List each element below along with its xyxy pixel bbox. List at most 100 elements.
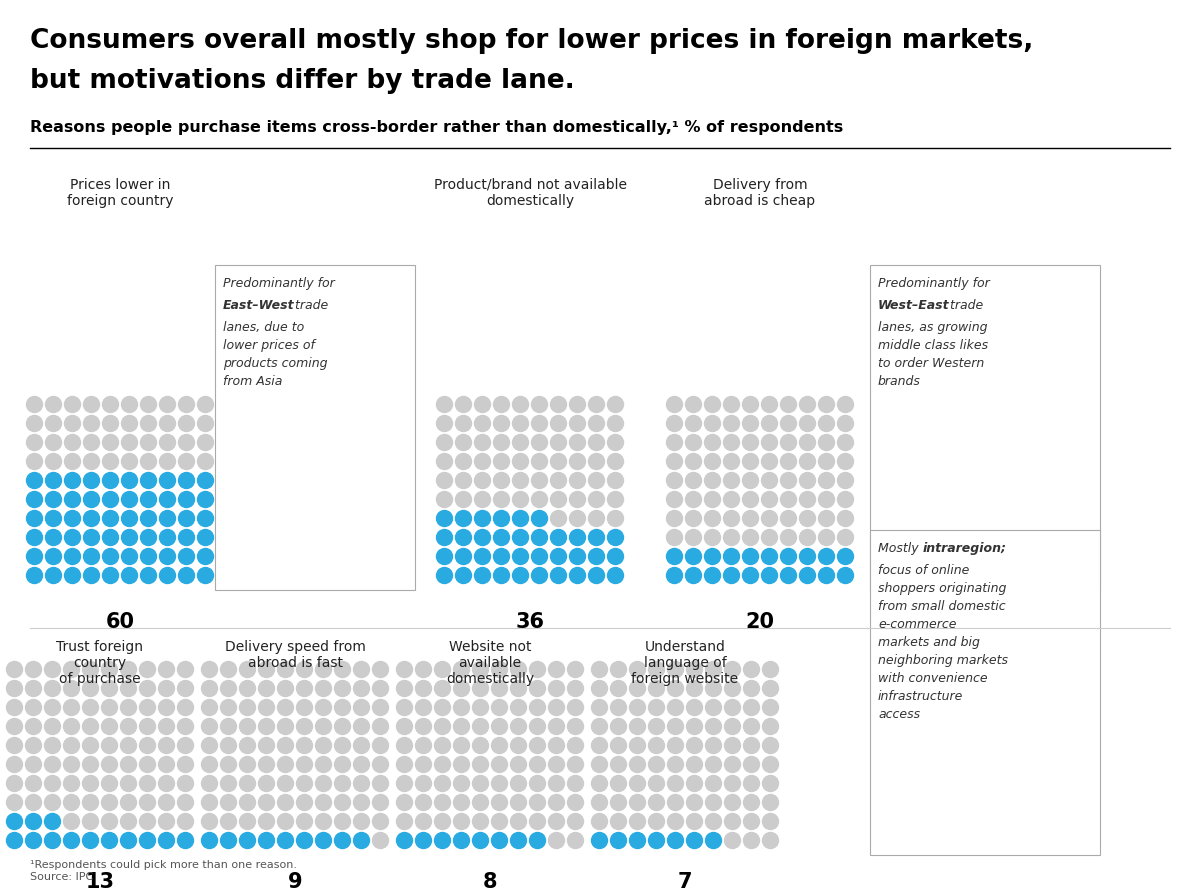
Circle shape [179, 548, 194, 564]
Circle shape [178, 700, 193, 716]
Circle shape [140, 416, 156, 432]
Circle shape [648, 775, 665, 791]
Circle shape [532, 530, 547, 546]
Circle shape [6, 795, 23, 811]
Circle shape [838, 397, 853, 412]
Circle shape [818, 416, 834, 432]
Circle shape [434, 661, 450, 677]
Circle shape [240, 738, 256, 754]
Circle shape [46, 511, 61, 527]
Circle shape [26, 473, 42, 489]
Circle shape [25, 795, 42, 811]
Circle shape [64, 661, 79, 677]
Circle shape [6, 718, 23, 734]
Circle shape [493, 416, 510, 432]
Circle shape [510, 795, 527, 811]
Circle shape [588, 397, 605, 412]
Circle shape [607, 511, 624, 527]
Circle shape [780, 511, 797, 527]
Circle shape [316, 832, 331, 848]
Circle shape [139, 795, 156, 811]
Circle shape [686, 681, 702, 697]
Circle shape [532, 548, 547, 564]
Circle shape [532, 511, 547, 527]
Circle shape [434, 795, 450, 811]
Circle shape [611, 718, 626, 734]
Circle shape [198, 530, 214, 546]
Circle shape [744, 775, 760, 791]
Circle shape [512, 568, 528, 584]
Circle shape [139, 718, 156, 734]
Circle shape [354, 795, 370, 811]
Circle shape [474, 416, 491, 432]
Circle shape [548, 718, 564, 734]
Circle shape [529, 738, 546, 754]
Circle shape [492, 738, 508, 754]
Circle shape [838, 548, 853, 564]
Circle shape [532, 491, 547, 507]
Circle shape [570, 397, 586, 412]
Circle shape [335, 813, 350, 829]
Circle shape [354, 813, 370, 829]
Circle shape [667, 813, 684, 829]
Circle shape [396, 795, 413, 811]
Circle shape [706, 832, 721, 848]
Circle shape [456, 416, 472, 432]
Circle shape [456, 454, 472, 470]
Circle shape [473, 661, 488, 677]
Circle shape [258, 756, 275, 773]
Circle shape [780, 397, 797, 412]
Circle shape [335, 775, 350, 791]
Circle shape [140, 397, 156, 412]
Circle shape [743, 511, 758, 527]
Circle shape [396, 661, 413, 677]
Circle shape [529, 700, 546, 716]
Circle shape [221, 738, 236, 754]
Circle shape [607, 397, 624, 412]
Circle shape [529, 756, 546, 773]
Circle shape [44, 775, 60, 791]
Circle shape [592, 832, 607, 848]
Circle shape [83, 738, 98, 754]
Circle shape [64, 775, 79, 791]
Text: trade: trade [946, 299, 983, 312]
Circle shape [415, 813, 432, 829]
Circle shape [568, 718, 583, 734]
Circle shape [607, 548, 624, 564]
Circle shape [474, 454, 491, 470]
Circle shape [568, 832, 583, 848]
Circle shape [335, 681, 350, 697]
Circle shape [102, 548, 119, 564]
Circle shape [611, 700, 626, 716]
Circle shape [706, 775, 721, 791]
Circle shape [743, 434, 758, 450]
Circle shape [296, 661, 312, 677]
Circle shape [221, 795, 236, 811]
Circle shape [202, 756, 217, 773]
Text: 9: 9 [288, 872, 302, 890]
Circle shape [456, 397, 472, 412]
Circle shape [630, 832, 646, 848]
Circle shape [140, 511, 156, 527]
Circle shape [277, 718, 294, 734]
Circle shape [25, 681, 42, 697]
Circle shape [46, 416, 61, 432]
Circle shape [667, 832, 684, 848]
Circle shape [474, 568, 491, 584]
Circle shape [160, 511, 175, 527]
Circle shape [25, 813, 42, 829]
Circle shape [354, 775, 370, 791]
Circle shape [65, 454, 80, 470]
Circle shape [316, 718, 331, 734]
Text: Predominantly for: Predominantly for [223, 277, 335, 290]
Circle shape [202, 813, 217, 829]
Circle shape [724, 491, 739, 507]
Circle shape [158, 795, 174, 811]
Circle shape [434, 775, 450, 791]
Circle shape [570, 568, 586, 584]
Circle shape [102, 568, 119, 584]
Circle shape [102, 795, 118, 811]
Circle shape [372, 681, 389, 697]
Circle shape [84, 397, 100, 412]
Circle shape [648, 795, 665, 811]
